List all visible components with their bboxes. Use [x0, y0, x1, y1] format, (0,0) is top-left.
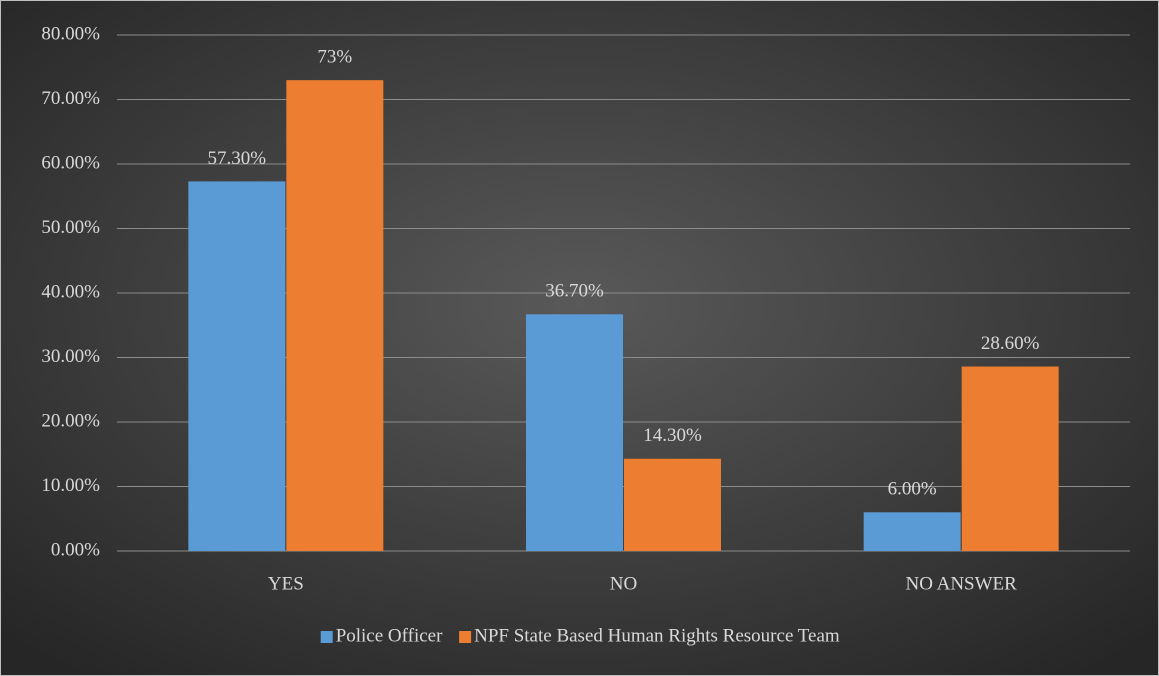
y-tick-label: 20.00%: [41, 410, 100, 431]
y-tick-label: 60.00%: [41, 152, 100, 173]
y-tick-label: 70.00%: [41, 88, 100, 109]
bar: [188, 181, 286, 552]
x-tick-label: NO: [610, 573, 637, 594]
x-tick-label: NO ANSWER: [905, 573, 1017, 594]
y-tick-label: 40.00%: [41, 281, 100, 302]
data-label: 36.70%: [545, 281, 604, 302]
y-tick-label: 50.00%: [41, 217, 100, 238]
y-tick-label: 10.00%: [41, 475, 100, 496]
data-label: 28.60%: [981, 333, 1040, 354]
y-tick-label: 80.00%: [41, 23, 100, 44]
bar: [526, 314, 623, 551]
legend-label: NPF State Based Human Rights Resource Te…: [474, 625, 840, 646]
data-label: 73%: [317, 47, 352, 68]
data-label: 14.30%: [643, 425, 702, 446]
x-tick-label: YES: [268, 573, 304, 594]
y-tick-label: 0.00%: [51, 539, 100, 560]
legend-label: Police Officer: [336, 625, 443, 646]
y-tick-label: 30.00%: [41, 346, 100, 367]
legend-swatch: [459, 631, 472, 643]
data-label: 57.30%: [208, 148, 267, 169]
bar: [624, 458, 721, 551]
legend-swatch: [320, 631, 333, 643]
bar: [863, 512, 961, 551]
bar: [286, 80, 384, 552]
bar: [961, 366, 1059, 551]
data-label: 6.00%: [888, 479, 937, 500]
